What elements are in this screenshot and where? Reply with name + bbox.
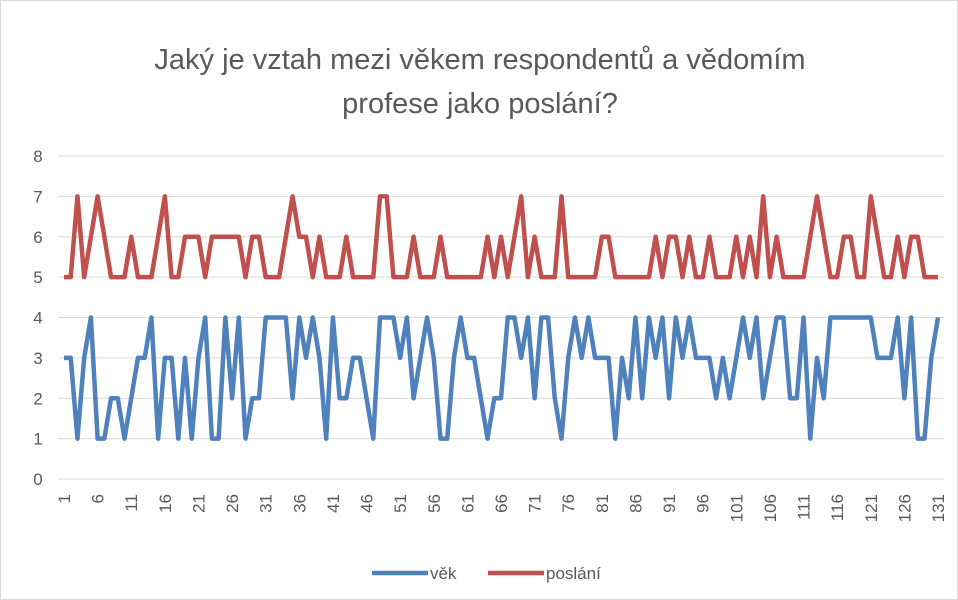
x-tick-label: 126: [895, 494, 914, 522]
x-tick-label: 6: [89, 494, 108, 503]
y-tick-label: 3: [33, 349, 42, 368]
series-line: [64, 315, 941, 441]
x-tick-label: 61: [458, 494, 477, 513]
x-tick-label: 71: [526, 494, 545, 513]
x-tick-label: 1: [55, 494, 74, 503]
x-tick-label: 66: [492, 494, 511, 513]
x-tick-label: 81: [593, 494, 612, 513]
x-tick-label: 116: [828, 494, 847, 521]
y-tick-label: 8: [33, 147, 42, 166]
y-tick-label: 2: [33, 389, 42, 408]
x-tick-label: 51: [391, 494, 410, 513]
legend-label: poslání: [546, 564, 601, 583]
x-tick-label: 111: [795, 494, 814, 520]
y-tick-label: 4: [33, 309, 42, 328]
x-tick-label: 41: [324, 494, 343, 513]
x-tick-label: 101: [727, 494, 746, 522]
x-tick-label: 96: [694, 494, 713, 513]
y-tick-label: 6: [33, 228, 42, 247]
x-tick-label: 131: [929, 494, 948, 522]
x-tick-label: 121: [862, 494, 881, 522]
x-tick-label: 16: [156, 494, 175, 513]
x-tick-label: 91: [660, 494, 679, 513]
legend-label: věk: [430, 564, 457, 583]
y-tick-label: 5: [33, 268, 42, 287]
x-tick-label: 86: [626, 494, 645, 513]
x-tick-label: 106: [761, 494, 780, 522]
x-tick-label: 31: [257, 494, 276, 513]
x-tick-label: 26: [223, 494, 242, 513]
x-tick-label: 76: [559, 494, 578, 513]
y-tick-label: 7: [33, 187, 42, 206]
series-line: [64, 194, 938, 280]
x-tick-label: 21: [189, 494, 208, 513]
x-tick-label: 36: [290, 494, 309, 513]
x-tick-label: 56: [425, 494, 444, 513]
x-tick-label: 46: [358, 494, 377, 513]
x-tick-label: 11: [122, 494, 141, 512]
y-tick-label: 1: [33, 430, 42, 449]
chart-title: Jaký je vztah mezi věkem respondentů a v…: [154, 44, 806, 120]
y-tick-label: 0: [33, 470, 42, 489]
